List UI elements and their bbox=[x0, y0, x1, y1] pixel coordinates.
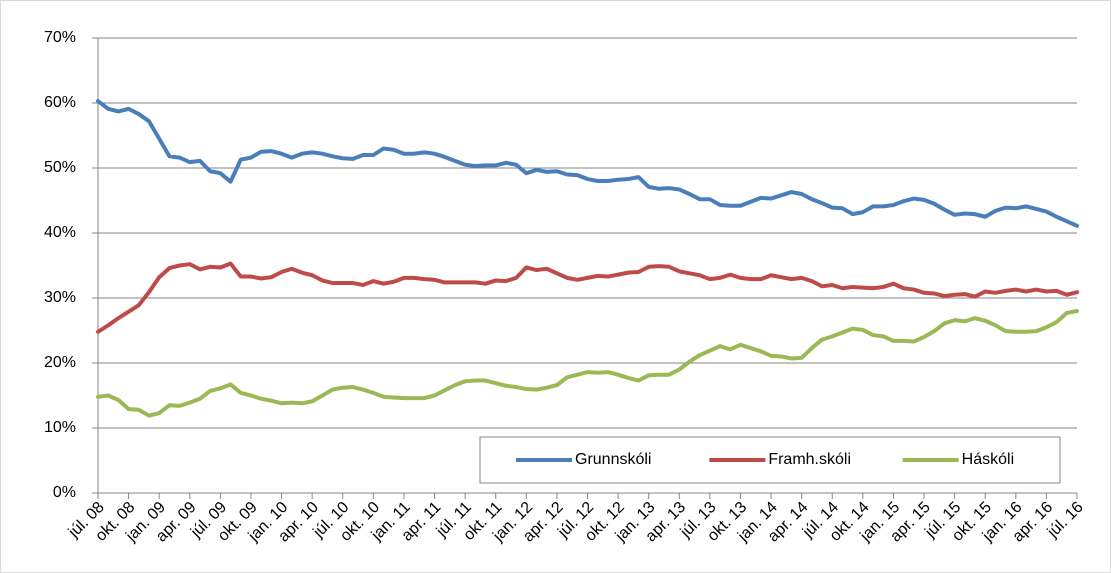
legend: Grunnskóli Framh.skóli Háskóli bbox=[479, 436, 1061, 484]
series-line bbox=[96, 261, 1079, 334]
y-tick-label: 0% bbox=[53, 484, 76, 501]
y-tick-label: 40% bbox=[44, 224, 76, 241]
legend-label: Framh.skóli bbox=[768, 451, 851, 468]
y-tick-label: 30% bbox=[44, 289, 76, 306]
y-tick-label: 70% bbox=[44, 29, 76, 46]
legend-label: Háskóli bbox=[962, 451, 1014, 468]
series-line bbox=[96, 99, 1079, 228]
legend-box bbox=[479, 436, 1061, 484]
y-tick-label: 20% bbox=[44, 354, 76, 371]
y-tick-label: 50% bbox=[44, 159, 76, 176]
series-line bbox=[96, 309, 1079, 418]
y-tick-label: 60% bbox=[44, 94, 76, 111]
y-tick-label: 10% bbox=[44, 419, 76, 436]
legend-label: Grunnskóli bbox=[575, 451, 651, 468]
